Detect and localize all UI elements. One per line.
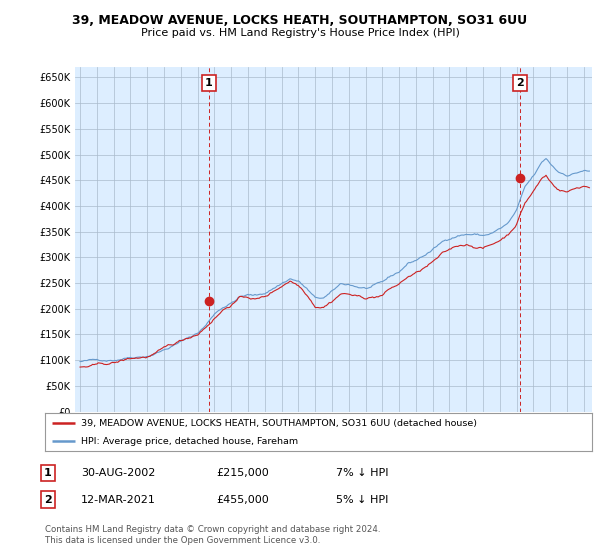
Text: 1: 1: [44, 468, 52, 478]
Text: 30-AUG-2002: 30-AUG-2002: [81, 468, 155, 478]
Text: £215,000: £215,000: [216, 468, 269, 478]
Text: HPI: Average price, detached house, Fareham: HPI: Average price, detached house, Fare…: [80, 437, 298, 446]
Text: 2: 2: [44, 494, 52, 505]
Text: £455,000: £455,000: [216, 494, 269, 505]
Text: 39, MEADOW AVENUE, LOCKS HEATH, SOUTHAMPTON, SO31 6UU: 39, MEADOW AVENUE, LOCKS HEATH, SOUTHAMP…: [73, 14, 527, 27]
Text: 1: 1: [205, 78, 212, 88]
Text: 7% ↓ HPI: 7% ↓ HPI: [336, 468, 389, 478]
Text: 5% ↓ HPI: 5% ↓ HPI: [336, 494, 388, 505]
Text: 39, MEADOW AVENUE, LOCKS HEATH, SOUTHAMPTON, SO31 6UU (detached house): 39, MEADOW AVENUE, LOCKS HEATH, SOUTHAMP…: [80, 419, 476, 428]
Text: 12-MAR-2021: 12-MAR-2021: [81, 494, 156, 505]
Text: 2: 2: [516, 78, 524, 88]
Text: Price paid vs. HM Land Registry's House Price Index (HPI): Price paid vs. HM Land Registry's House …: [140, 28, 460, 38]
Text: Contains HM Land Registry data © Crown copyright and database right 2024.
This d: Contains HM Land Registry data © Crown c…: [45, 525, 380, 545]
